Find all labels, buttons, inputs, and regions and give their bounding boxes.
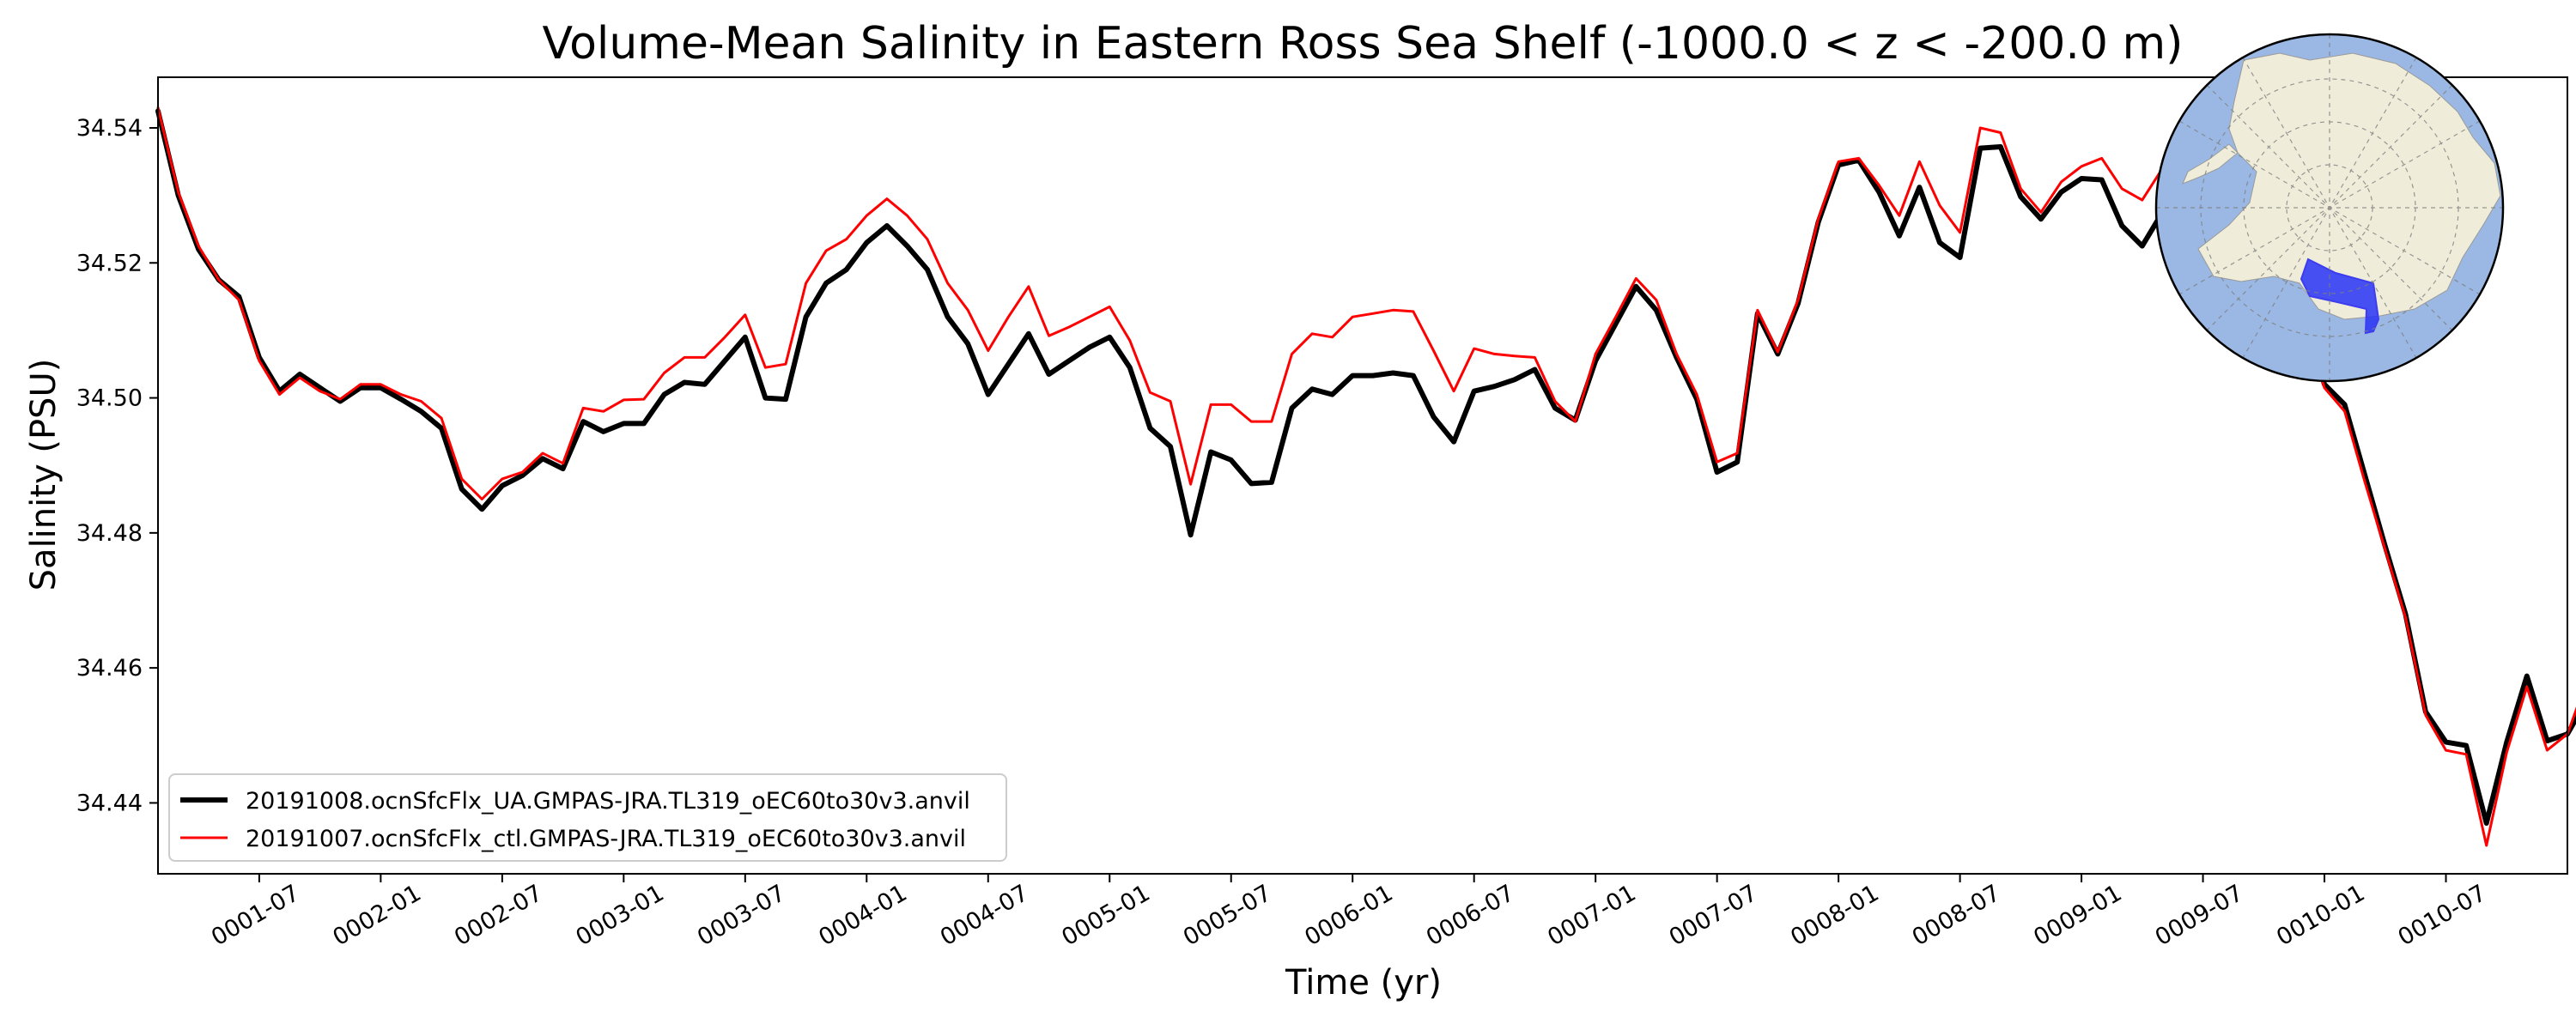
map-antarctic-peninsula <box>2182 143 2239 185</box>
y-tick-label: 34.50 <box>76 385 143 412</box>
legend: 20191008.ocnSfcFlx_UA.GMPAS-JRA.TL319_oE… <box>168 773 1007 862</box>
map-border <box>2154 33 2505 383</box>
map-antarctica-land <box>2197 52 2501 320</box>
y-tick-label: 34.46 <box>76 655 143 682</box>
map-graticule <box>2156 34 2503 381</box>
legend-label-ua: 20191008.ocnSfcFlx_UA.GMPAS-JRA.TL319_oE… <box>246 788 970 815</box>
y-ticks: 34.44 34.46 34.48 34.50 34.52 34.54 <box>76 115 158 816</box>
legend-box <box>168 773 1007 862</box>
y-axis-label: Salinity (PSU) <box>24 359 64 591</box>
y-tick-label: 34.44 <box>76 790 143 816</box>
legend-label-ctl: 20191007.ocnSfcFlx_ctl.GMPAS-JRA.TL319_o… <box>246 826 966 852</box>
inset-map-antarctica <box>2154 33 2505 383</box>
plot-frame <box>157 76 2568 875</box>
y-tick-label: 34.54 <box>76 115 143 142</box>
y-tick-label: 34.48 <box>76 520 143 547</box>
y-tick-label: 34.52 <box>76 250 143 276</box>
chart-title: Volume-Mean Salinity in Eastern Ross Sea… <box>543 18 2184 70</box>
x-axis-label: Time (yr) <box>1285 963 1442 1003</box>
